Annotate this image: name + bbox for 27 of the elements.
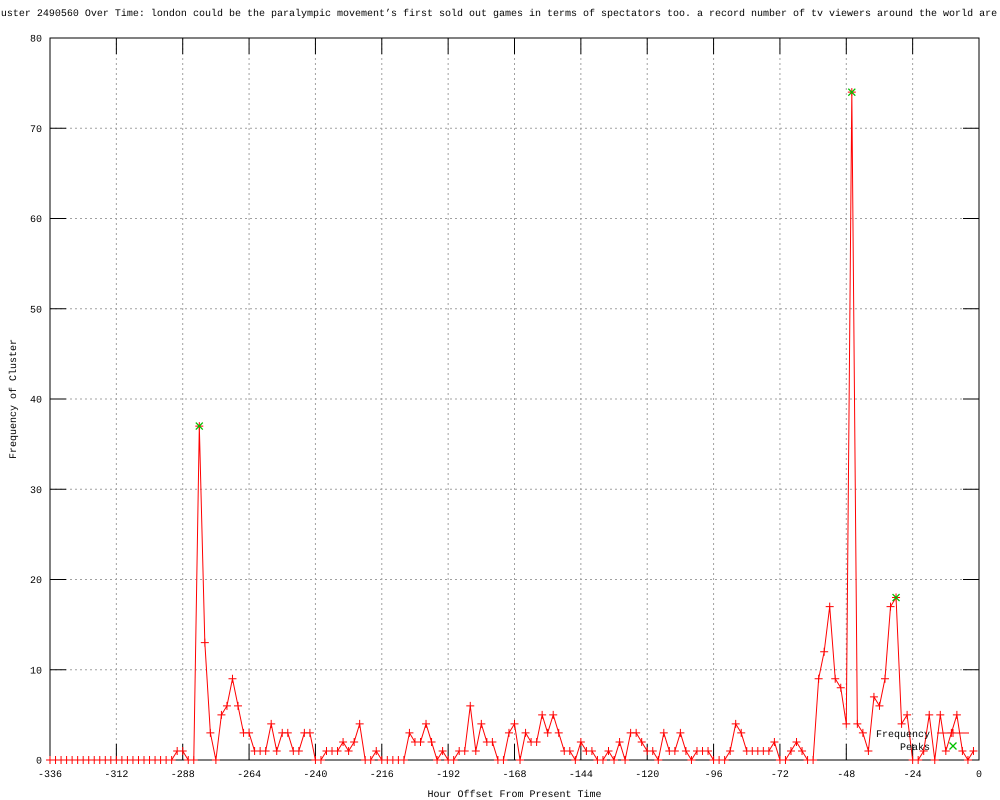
chart-title: uster 2490560 Over Time: london could be the paralympic movement’s first sold out games in terms of spectators too. a record number of tv viewers around the world are xyxy=(0,8,998,20)
y-tick-label: 10 xyxy=(30,666,42,678)
x-tick-label: -72 xyxy=(770,770,789,781)
x-tick-label: -288 xyxy=(170,770,195,781)
x-axis-title: Hour Offset From Present Time xyxy=(427,789,602,800)
x-tick-label: -120 xyxy=(635,770,660,781)
y-tick-label: 30 xyxy=(30,486,42,497)
x-tick-label: -240 xyxy=(303,770,328,781)
y-tick-label: 80 xyxy=(30,34,42,46)
x-tick-label: -264 xyxy=(237,770,262,781)
y-tick-label: 0 xyxy=(36,756,42,768)
x-tick-label: -48 xyxy=(837,770,856,781)
x-tick-label: -24 xyxy=(904,770,922,781)
x-tick-label: -192 xyxy=(436,770,460,781)
x-tick-label: -144 xyxy=(568,770,593,781)
x-tick-label: -312 xyxy=(104,770,128,781)
y-tick-label: 60 xyxy=(30,215,42,226)
x-tick-label: -96 xyxy=(704,770,723,781)
x-tick-label: 0 xyxy=(976,770,982,781)
x-tick-label: -216 xyxy=(370,770,394,781)
y-axis-title: Frequency of Cluster xyxy=(8,338,20,460)
y-tick-label: 20 xyxy=(30,576,42,587)
y-tick-label: 50 xyxy=(30,305,42,316)
y-tick-label: 70 xyxy=(30,124,42,136)
x-tick-label: -336 xyxy=(38,770,62,781)
x-tick-label: -168 xyxy=(502,770,527,781)
y-tick-label: 40 xyxy=(30,396,42,406)
